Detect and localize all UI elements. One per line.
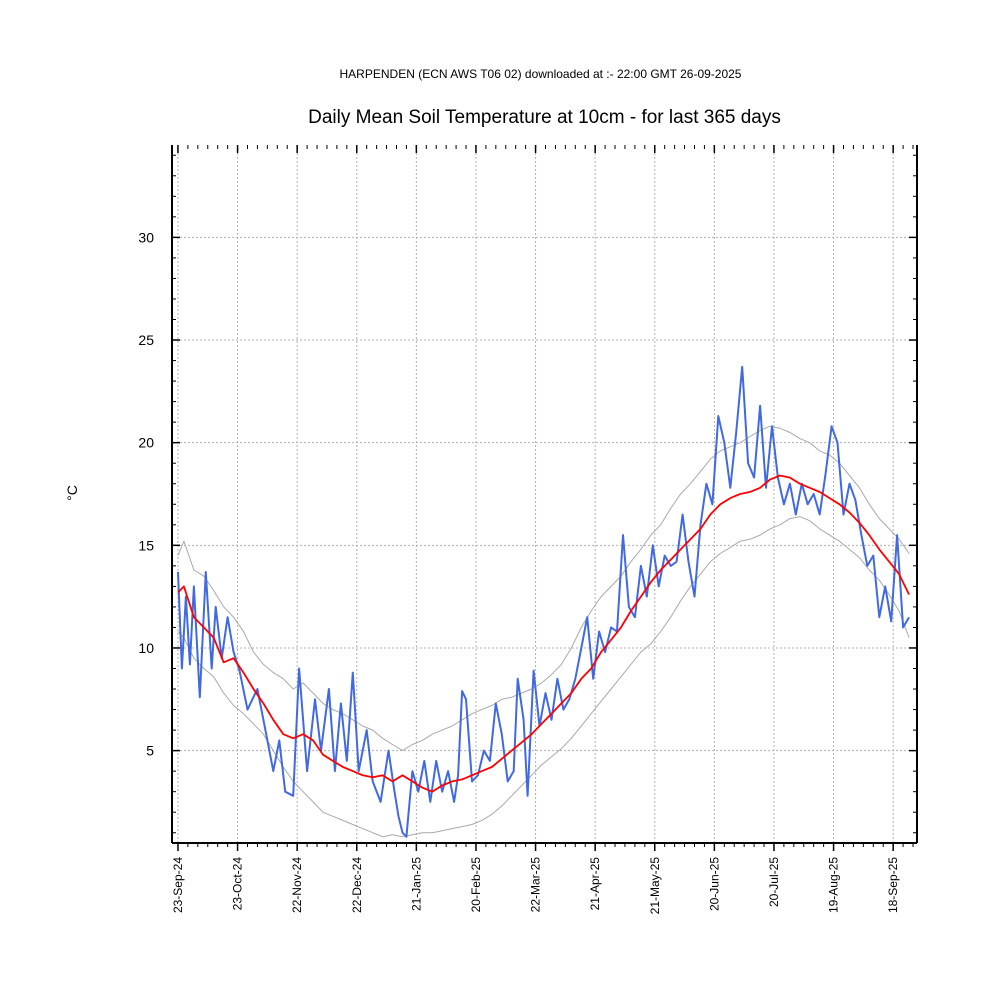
x-axis-ticks: 23-Sep-24 23-Oct-24 22-Nov-24 22-Dec-24 21-J… [171, 145, 914, 915]
x-tick-label: 23-Oct-24 [231, 857, 245, 911]
x-tick-label: 21-Jan-25 [409, 857, 423, 911]
x-tick-label: 21-May-25 [648, 857, 662, 915]
grid-lines [172, 145, 917, 843]
plot-frame [171, 145, 918, 844]
x-tick-label: 20-Jun-25 [707, 857, 721, 911]
series-range-max-line [177, 425, 910, 752]
x-tick-label: 23-Sep-24 [171, 857, 185, 913]
y-tick-label: 30 [138, 229, 154, 245]
x-tick-label: 21-Apr-25 [588, 857, 602, 911]
y-axis-ticks: 5 10 15 20 25 30 [138, 154, 917, 834]
series-average-line [177, 474, 910, 793]
x-tick-label: 22-Mar-25 [529, 857, 543, 913]
series-observed-line [177, 365, 910, 838]
y-tick-label: 10 [138, 640, 154, 656]
y-tick-label: 5 [146, 743, 154, 759]
x-tick-label: 22-Dec-24 [350, 857, 364, 913]
x-tick-label: 19-Aug-25 [827, 857, 841, 913]
x-tick-label: 20-Jul-25 [767, 857, 781, 907]
chart-title: Daily Mean Soil Temperature at 10cm - fo… [308, 107, 781, 128]
x-tick-label: 22-Nov-24 [290, 857, 304, 913]
x-tick-label: 18-Sep-25 [886, 857, 900, 913]
y-tick-label: 20 [138, 435, 154, 451]
chart-subtitle: HARPENDEN (ECN AWS T06 02) downloaded at… [339, 67, 742, 81]
series-lines [177, 365, 910, 838]
x-tick-label: 20-Feb-25 [469, 857, 483, 913]
y-tick-label: 25 [138, 332, 154, 348]
series-range-min-line [177, 516, 910, 838]
y-tick-label: 15 [138, 537, 154, 553]
